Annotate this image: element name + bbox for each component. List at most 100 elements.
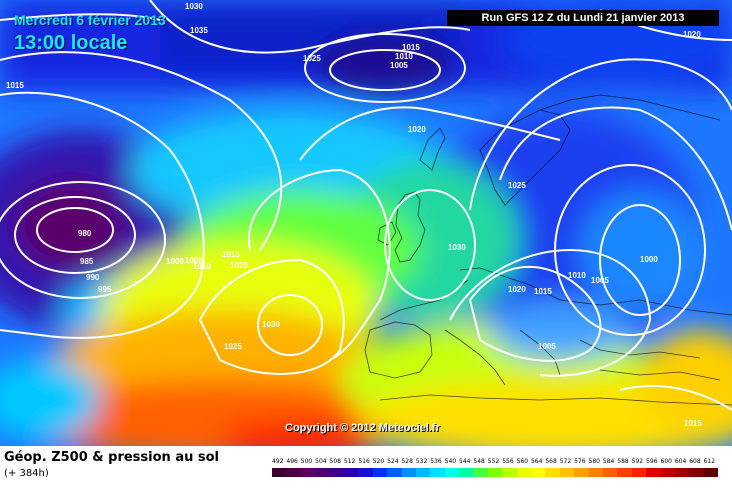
- isobar-label: 1015: [222, 250, 240, 259]
- legend-values: 492 496 500 504 508 512 516 520 524 528 532 536 540 5…: [272, 458, 718, 468]
- isobars: [0, 0, 732, 411]
- legend-swatch: [545, 468, 560, 477]
- legend-value: 520: [372, 458, 385, 465]
- isobar-label: 1010: [395, 52, 413, 61]
- isobar-label: 1020: [230, 261, 248, 270]
- isobar-label: 1020: [408, 125, 426, 134]
- legend-value: 492: [272, 458, 284, 465]
- legend-value: 604: [674, 458, 687, 465]
- copyright-notice: Copyright © 2012 Meteociel.fr: [285, 422, 440, 434]
- legend-swatch: [574, 468, 589, 477]
- model-run-label: Run GFS 12 Z du Lundi 21 janvier 2013: [447, 10, 719, 26]
- isobar-label: 1005: [591, 276, 609, 285]
- legend-swatch: [343, 468, 359, 477]
- legend-swatch: [329, 468, 344, 477]
- isobar-label: 980: [78, 229, 92, 238]
- forecast-range: (+ 384h): [4, 468, 49, 479]
- isobar-label: 1010: [193, 262, 211, 271]
- legend-swatch: [459, 468, 474, 477]
- legend-value: 508: [329, 458, 341, 465]
- isobar-labels: 1030 1035 1015 1025 1015 1010 1005 1020 …: [6, 2, 702, 428]
- legend-swatch: [646, 468, 661, 477]
- legend-value: 596: [646, 458, 658, 465]
- legend-swatch: [444, 468, 460, 477]
- legend-swatch: [430, 468, 445, 477]
- legend-swatch: [531, 468, 546, 477]
- isobar-label: 1005: [390, 61, 408, 70]
- legend-swatch: [473, 468, 488, 477]
- legend-swatch: [401, 468, 416, 477]
- weather-map: 1030 1035 1015 1025 1015 1010 1005 1020 …: [0, 0, 732, 446]
- legend-swatch: [502, 468, 517, 477]
- isobar-label: 1020: [683, 30, 701, 39]
- map-footer: Géop. Z500 & pression au sol (+ 384h) 49…: [0, 446, 732, 488]
- isobar-label: 1010: [568, 271, 586, 280]
- legend-value: 528: [401, 458, 413, 465]
- legend-swatch: [703, 468, 719, 477]
- isobar-label: 1015: [6, 81, 24, 90]
- legend-swatch: [559, 468, 575, 477]
- legend-swatch: [387, 468, 402, 477]
- legend-swatch: [272, 468, 287, 477]
- map-title: Géop. Z500 & pression au sol: [4, 450, 219, 465]
- legend-value: 584: [602, 458, 615, 465]
- legend-value: 512: [343, 458, 356, 465]
- isobar-label: 1015: [402, 43, 420, 52]
- legend-value: 612: [703, 458, 716, 465]
- isobar-label: 1025: [224, 342, 242, 351]
- isobar-label: 1030: [448, 243, 466, 252]
- isobar-label: 995: [98, 285, 112, 294]
- legend-swatch: [631, 468, 647, 477]
- isobar-label: 1025: [508, 181, 526, 190]
- isobar-label: 1030: [262, 320, 280, 329]
- legend-value: 544: [459, 458, 471, 465]
- legend-value: 580: [588, 458, 600, 465]
- legend-value: 496: [286, 458, 298, 465]
- legend-value: 560: [516, 458, 529, 465]
- legend-value: 500: [300, 458, 313, 465]
- legend-value: 564: [530, 458, 543, 465]
- forecast-date: Mercredi 6 février 2013: [14, 12, 166, 28]
- legend-value: 532: [415, 458, 428, 465]
- legend-swatch: [487, 468, 503, 477]
- isobar-label: 1000: [166, 257, 184, 266]
- legend-swatch: [415, 468, 431, 477]
- geopotential-field: [0, 0, 732, 446]
- legend-swatch: [300, 468, 316, 477]
- legend-value: 552: [487, 458, 500, 465]
- legend-value: 516: [358, 458, 370, 465]
- legend-value: 588: [617, 458, 629, 465]
- isobar-label: 1005: [538, 342, 556, 351]
- legend-value: 556: [502, 458, 514, 465]
- legend-swatch: [516, 468, 532, 477]
- legend-swatch: [358, 468, 373, 477]
- isobar-label: 1015: [684, 419, 702, 428]
- legend-value: 576: [574, 458, 586, 465]
- isobar-label: 1035: [190, 26, 208, 35]
- isobar-label: 1025: [303, 54, 321, 63]
- forecast-time: 13:00 locale: [14, 32, 128, 54]
- legend-swatch: [286, 468, 301, 477]
- legend-value: 524: [387, 458, 399, 465]
- legend-value: 600: [660, 458, 672, 465]
- legend-value: 608: [689, 458, 701, 465]
- color-legend: [272, 468, 719, 477]
- isobar-label: 1005: [185, 256, 203, 265]
- legend-value: 572: [559, 458, 572, 465]
- legend-swatch: [588, 468, 603, 477]
- legend-value: 548: [473, 458, 485, 465]
- legend-swatch: [617, 468, 632, 477]
- legend-swatch: [674, 468, 690, 477]
- legend-swatch: [689, 468, 704, 477]
- isobar-label: 1030: [185, 2, 203, 11]
- legend-swatch: [660, 468, 675, 477]
- legend-swatch: [315, 468, 330, 477]
- legend-swatch: [372, 468, 388, 477]
- legend-swatch: [602, 468, 618, 477]
- isobar-label: 1015: [534, 287, 552, 296]
- legend-value: 504: [315, 458, 327, 465]
- isobar-label: 990: [86, 273, 100, 282]
- isobar-label: 1020: [508, 285, 526, 294]
- legend-value: 540: [444, 458, 457, 465]
- pressure-map-svg: 1030 1035 1015 1025 1015 1010 1005 1020 …: [0, 0, 732, 446]
